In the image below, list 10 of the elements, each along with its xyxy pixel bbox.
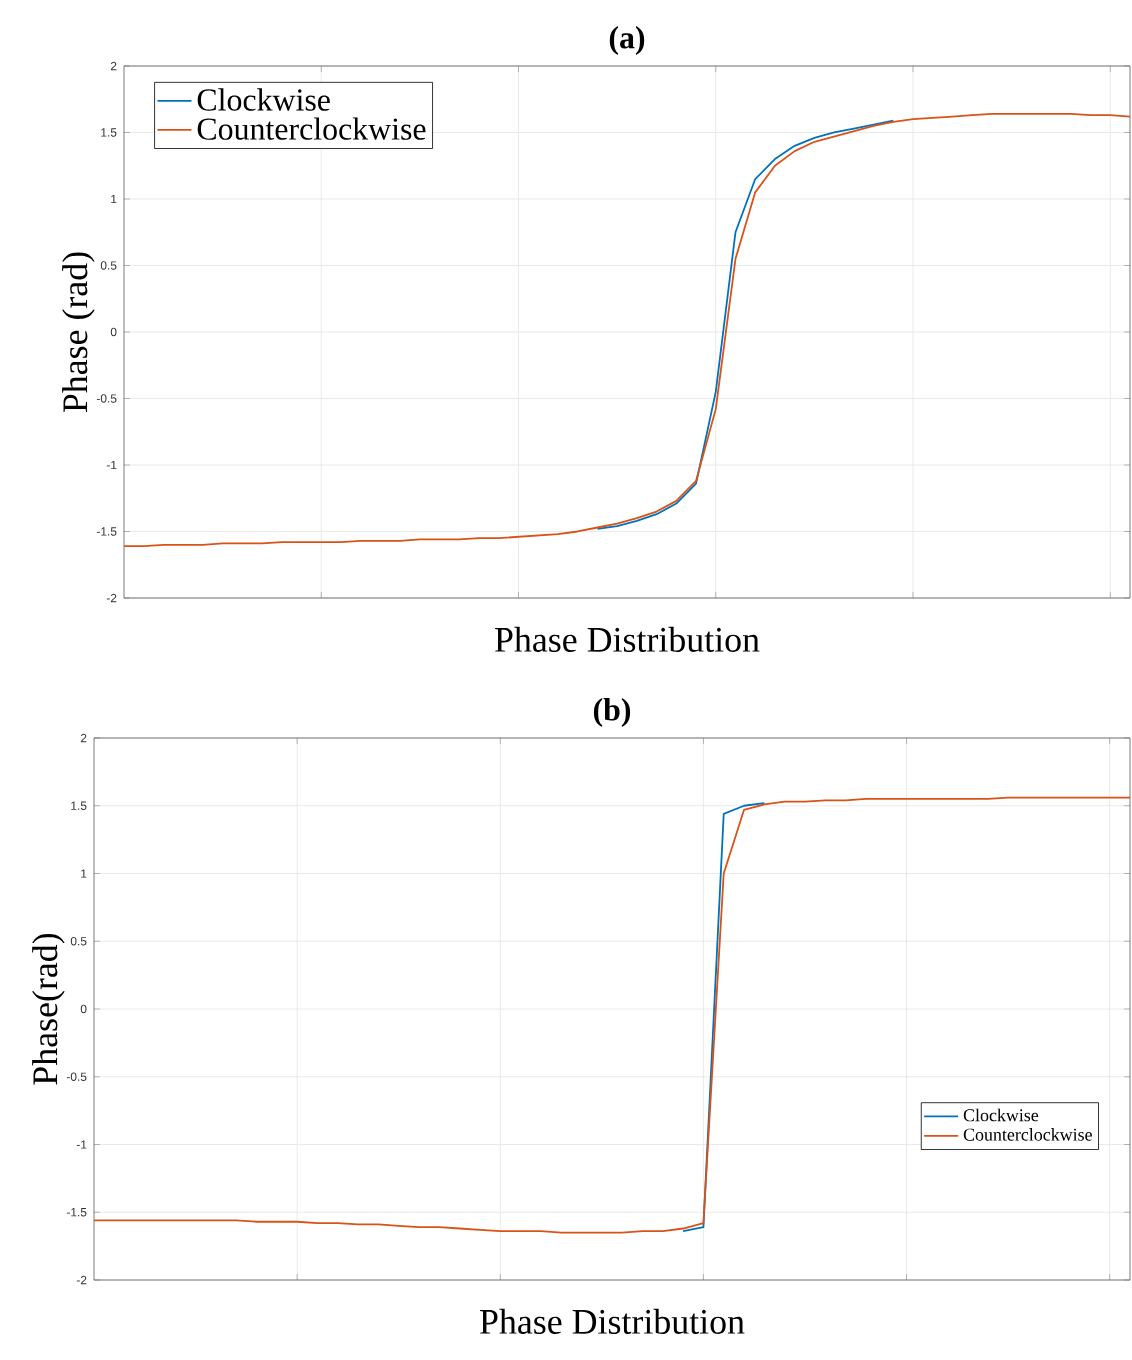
chart-title: (b)	[593, 698, 631, 727]
legend-label: Clockwise	[197, 88, 330, 111]
legend-label: Counterclockwise	[963, 1128, 1092, 1141]
legend-label: Clockwise	[963, 1108, 1039, 1122]
x-axis-title: Phase Distribution	[495, 626, 760, 652]
x-axis-title: Phase Distribution	[480, 1308, 745, 1334]
y-axis-title: Phase (rad)	[62, 252, 95, 413]
chart-title: (a)	[609, 26, 645, 55]
y-axis-title: Phase(rad)	[32, 933, 65, 1085]
legend-label: Counterclockwise	[197, 117, 426, 140]
